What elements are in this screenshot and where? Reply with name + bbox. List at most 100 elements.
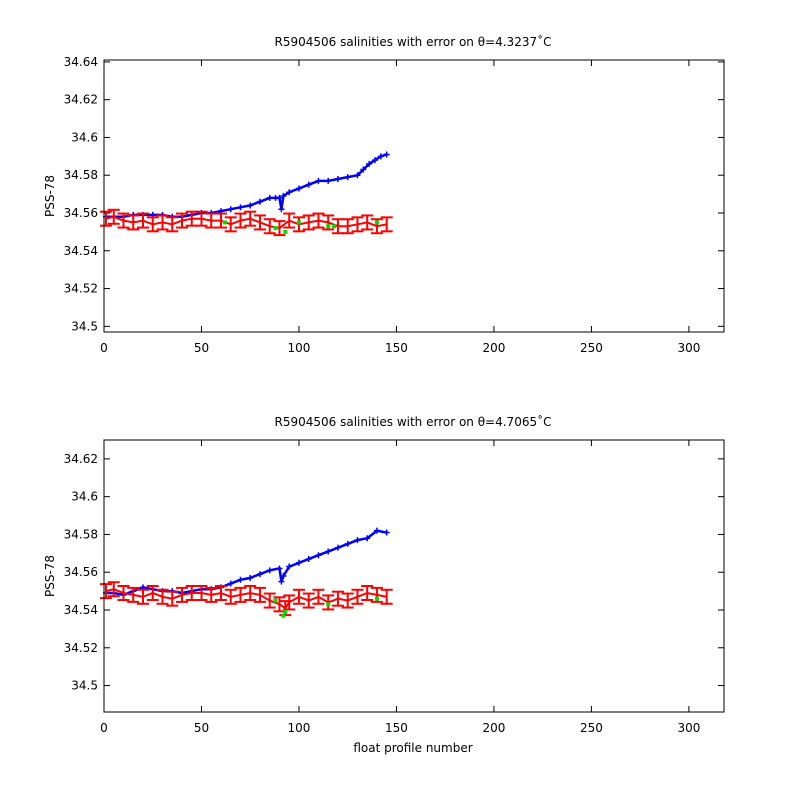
- bottom-chart-green-point: [326, 602, 331, 607]
- bottom-chart-series-1-line: [105, 588, 387, 610]
- bottom-chart-blue-point: [383, 529, 390, 536]
- bottom-chart-ytick-label: 34.56: [64, 565, 98, 579]
- top-chart-blue-point: [354, 172, 361, 179]
- bottom-chart-title: R5904506 salinities with error on θ=4.70…: [275, 414, 552, 429]
- top-chart-blue-point: [344, 174, 351, 181]
- top-chart-axes-box: [103, 59, 725, 333]
- top-chart-blue-point: [295, 185, 302, 192]
- top-chart-blue-point: [334, 176, 341, 182]
- bottom-chart-ylabel: PSS-78: [43, 555, 57, 597]
- top-chart-blue-point: [366, 160, 373, 167]
- top-chart-blue-point: [256, 198, 263, 205]
- bottom-chart-blue-point: [305, 556, 312, 562]
- top-chart: R5904506 salinities with error on θ=4.32…: [43, 34, 725, 355]
- bottom-chart-xtick-label: 50: [194, 721, 209, 735]
- top-chart-green-point: [296, 220, 301, 225]
- top-chart-ytick-label: 34.52: [64, 282, 98, 296]
- bottom-chart-ticks: 0 50 100 150 200 250 300 34.5 34.52 34.54 34.56 34.…: [64, 440, 724, 735]
- bottom-chart-series-2: [273, 596, 379, 618]
- bottom-chart-blue-point: [344, 540, 351, 547]
- top-chart-xtick-label: 200: [482, 341, 505, 355]
- bottom-chart-ytick-label: 34.6: [71, 490, 98, 504]
- bottom-chart-series: [99, 527, 393, 618]
- top-chart-blue-point: [286, 189, 293, 196]
- bottom-chart-xtick-label: 0: [100, 721, 108, 735]
- top-chart-title: R5904506 salinities with error on θ=4.32…: [275, 34, 552, 49]
- top-chart-blue-point: [247, 202, 254, 209]
- top-chart-ytick-label: 34.5: [71, 319, 98, 333]
- top-chart-blue-point: [237, 204, 244, 211]
- bottom-chart-blue-point: [276, 565, 283, 572]
- top-chart-blue-point: [315, 177, 322, 184]
- top-chart-green-point: [326, 224, 331, 229]
- top-chart-blue-point: [227, 206, 234, 213]
- top-chart-blue-point: [280, 193, 287, 199]
- top-chart-blue-point: [383, 151, 390, 158]
- bottom-chart-blue-point: [237, 576, 244, 583]
- top-chart-series: [99, 151, 393, 237]
- top-chart-ytick-label: 34.62: [64, 93, 98, 107]
- bottom-chart-blue-point: [286, 563, 293, 570]
- top-chart-series-2: [222, 220, 379, 234]
- top-chart-blue-point: [325, 177, 332, 184]
- bottom-chart-xtick-label: 300: [677, 721, 700, 735]
- top-chart-blue-point: [360, 166, 367, 173]
- bottom-chart-xtick-label: 100: [288, 721, 311, 735]
- bottom-chart-blue-point: [315, 552, 322, 559]
- bottom-chart-ytick-label: 34.5: [71, 679, 98, 693]
- bottom-chart-xtick-label: 200: [482, 721, 505, 735]
- bottom-chart-blue-point: [227, 580, 234, 587]
- bottom-chart-blue-point: [325, 548, 332, 555]
- top-chart-green-point: [374, 220, 379, 225]
- top-chart-blue-point: [276, 194, 283, 201]
- bottom-chart-blue-point: [354, 537, 361, 544]
- top-chart-ytick-label: 34.56: [64, 206, 98, 220]
- bottom-chart-ytick-label: 34.52: [64, 641, 98, 655]
- top-chart-blue-point: [266, 194, 273, 201]
- top-chart-green-point: [332, 224, 337, 229]
- bottom-chart-blue-point: [295, 559, 302, 566]
- top-chart-series-1-line: [105, 215, 387, 230]
- top-chart-blue-point: [305, 181, 312, 188]
- bottom-chart-blue-point: [247, 574, 254, 581]
- top-chart-green-point: [222, 220, 227, 225]
- top-chart-xtick-label: 50: [194, 341, 209, 355]
- top-chart-ytick-label: 34.6: [71, 130, 98, 144]
- bottom-chart-green-point: [374, 596, 379, 601]
- top-chart-xtick-label: 250: [580, 341, 603, 355]
- bottom-chart-green-point: [273, 598, 278, 603]
- top-chart-series-0-line: [105, 153, 388, 219]
- bottom-chart-axes-box: [103, 439, 725, 713]
- top-chart-series-1: [99, 208, 393, 237]
- top-chart-series-0: [102, 151, 390, 220]
- bottom-chart-blue-point: [373, 527, 380, 534]
- top-chart-xtick-label: 100: [288, 341, 311, 355]
- top-chart-xtick-label: 150: [385, 341, 408, 355]
- bottom-chart-xtick-label: 250: [580, 721, 603, 735]
- top-chart-xtick-label: 0: [100, 341, 108, 355]
- bottom-chart-ytick-label: 34.58: [64, 527, 98, 541]
- top-chart-blue-point: [372, 157, 379, 164]
- bottom-chart-blue-point: [280, 573, 287, 579]
- top-chart-ticks: 0 50 100 150 200 250 300 34.5 34.52 34.54 34.56 34.…: [64, 55, 724, 355]
- top-chart-ytick-label: 34.54: [64, 244, 98, 258]
- top-chart-blue-point: [377, 153, 384, 160]
- bottom-chart-blue-point: [278, 578, 285, 585]
- top-chart-blue-point: [278, 206, 285, 213]
- bottom-chart-xlabel: float profile number: [353, 741, 472, 755]
- bottom-chart-series-1: [99, 581, 393, 617]
- top-chart-ytick-label: 34.64: [64, 55, 98, 69]
- bottom-chart-blue-point: [364, 535, 371, 542]
- bottom-chart-ytick-label: 34.62: [64, 452, 98, 466]
- bottom-chart-blue-point: [266, 567, 273, 574]
- top-chart-xtick-label: 300: [677, 341, 700, 355]
- bottom-chart-green-point: [281, 613, 286, 618]
- bottom-chart-ytick-label: 34.54: [64, 603, 98, 617]
- top-chart-ytick-label: 34.58: [64, 168, 98, 182]
- bottom-chart-xtick-label: 150: [385, 721, 408, 735]
- bottom-chart: R5904506 salinities with error on θ=4.70…: [43, 414, 725, 755]
- top-chart-green-point: [283, 229, 288, 234]
- top-chart-ylabel: PSS-78: [43, 175, 57, 217]
- bottom-chart-green-point: [283, 609, 288, 614]
